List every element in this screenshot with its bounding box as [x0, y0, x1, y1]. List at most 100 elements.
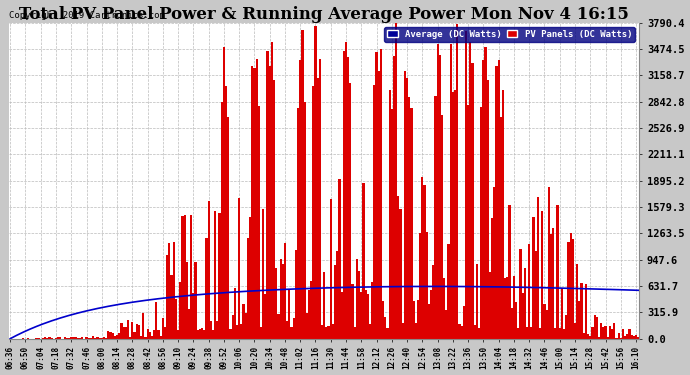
Bar — [138, 325, 140, 339]
Bar — [212, 330, 214, 339]
Bar — [467, 105, 469, 339]
Bar — [114, 336, 116, 339]
Bar — [478, 328, 480, 339]
Bar — [310, 282, 313, 339]
Bar — [206, 238, 208, 339]
Bar — [565, 315, 567, 339]
Bar — [302, 30, 304, 339]
Bar — [253, 68, 255, 339]
Bar — [502, 90, 504, 339]
Bar — [450, 44, 452, 339]
Bar — [77, 338, 79, 339]
Bar — [142, 313, 144, 339]
Text: Copyright 2019 Cartronics.com: Copyright 2019 Cartronics.com — [9, 10, 165, 20]
Bar — [591, 327, 593, 339]
Bar — [486, 80, 489, 339]
Bar — [286, 321, 288, 339]
Bar — [168, 243, 170, 339]
Bar — [22, 338, 24, 339]
Bar — [380, 49, 382, 339]
Bar — [86, 337, 88, 339]
Bar — [308, 290, 310, 339]
Bar — [216, 321, 219, 339]
Legend: Average (DC Watts), PV Panels (DC Watts): Average (DC Watts), PV Panels (DC Watts) — [384, 27, 635, 42]
Bar — [232, 315, 234, 339]
Bar — [332, 324, 334, 339]
Bar — [236, 325, 238, 339]
Bar — [369, 324, 371, 339]
Bar — [323, 272, 325, 339]
Bar — [415, 323, 417, 339]
Bar — [393, 56, 395, 339]
Bar — [219, 213, 221, 339]
Bar — [613, 323, 615, 339]
Bar — [330, 199, 332, 339]
Bar — [375, 52, 377, 339]
Bar — [482, 60, 484, 339]
Bar — [197, 330, 199, 339]
Bar — [543, 304, 546, 339]
Bar — [607, 337, 609, 339]
Bar — [367, 294, 369, 339]
Bar — [602, 327, 604, 339]
Bar — [229, 329, 232, 339]
Bar — [247, 238, 249, 339]
Bar — [321, 325, 323, 339]
Bar — [627, 334, 629, 339]
Bar — [72, 337, 75, 339]
Bar — [548, 188, 550, 339]
Bar — [157, 330, 159, 339]
Bar — [181, 216, 184, 339]
Bar — [193, 292, 195, 339]
Bar — [336, 251, 338, 339]
Bar — [125, 327, 127, 339]
Bar — [227, 117, 229, 339]
Bar — [582, 333, 585, 339]
Bar — [424, 184, 426, 339]
Bar — [386, 328, 388, 339]
Bar — [382, 301, 384, 339]
Bar — [533, 217, 535, 339]
Bar — [364, 290, 367, 339]
Bar — [75, 336, 77, 339]
Bar — [567, 242, 569, 339]
Bar — [489, 272, 491, 339]
Bar — [190, 215, 193, 339]
Bar — [563, 329, 565, 339]
Bar — [447, 244, 450, 339]
Bar — [578, 301, 580, 339]
Bar — [306, 313, 308, 339]
Bar — [120, 323, 123, 339]
Bar — [411, 108, 413, 339]
Bar — [317, 78, 319, 339]
Bar — [240, 324, 242, 339]
Bar — [151, 336, 153, 339]
Bar — [46, 338, 48, 339]
Bar — [37, 338, 39, 339]
Bar — [569, 232, 572, 339]
Bar — [273, 80, 275, 339]
Bar — [509, 204, 511, 339]
Bar — [97, 337, 99, 339]
Bar — [473, 325, 476, 339]
Bar — [257, 106, 260, 339]
Bar — [552, 228, 554, 339]
Bar — [476, 264, 478, 339]
Bar — [574, 323, 576, 339]
Bar — [123, 327, 125, 339]
Bar — [362, 183, 364, 339]
Bar — [27, 338, 29, 339]
Bar — [179, 282, 181, 339]
Bar — [266, 51, 268, 339]
Bar — [437, 44, 439, 339]
Bar — [341, 292, 343, 339]
Bar — [188, 309, 190, 339]
Bar — [315, 26, 317, 339]
Bar — [277, 314, 279, 339]
Bar — [595, 318, 598, 339]
Bar — [148, 333, 151, 339]
Bar — [417, 300, 419, 339]
Bar — [127, 320, 129, 339]
Bar — [328, 326, 330, 339]
Bar — [325, 327, 328, 339]
